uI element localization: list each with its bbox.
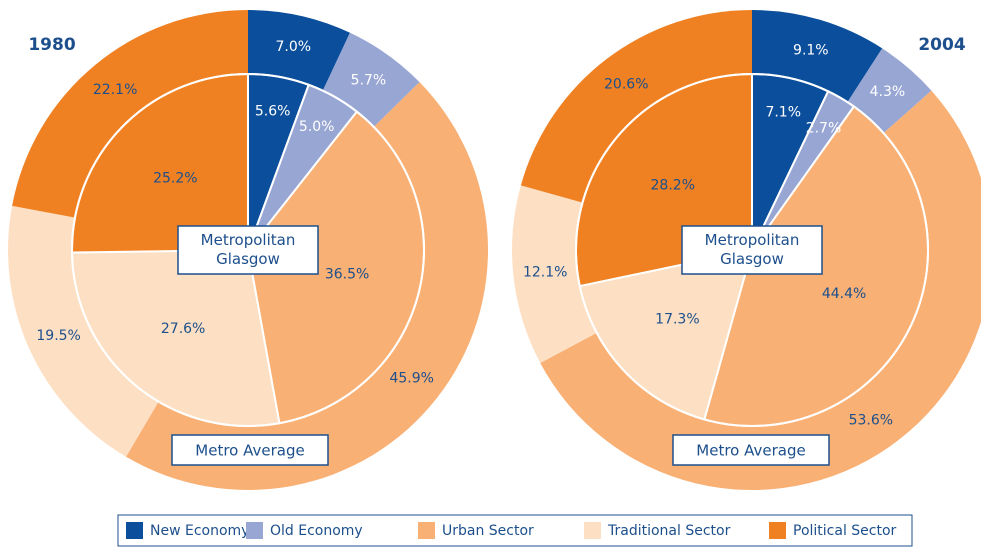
legend-swatch: [126, 522, 143, 539]
series-label-box: [681, 225, 823, 275]
value-label: 27.6%: [161, 321, 205, 337]
value-label: 25.2%: [153, 170, 197, 186]
series-label-box: [171, 434, 329, 466]
value-label: 36.5%: [325, 267, 369, 283]
value-label: 17.3%: [655, 312, 699, 328]
ring-divider: [575, 73, 929, 427]
series-label: Metropolitan Glasgow: [201, 231, 296, 268]
legend-swatch: [418, 522, 435, 539]
legend-swatch: [584, 522, 601, 539]
ring-divider: [71, 73, 425, 427]
series-label: Metro Average: [696, 442, 805, 460]
value-label: 4.3%: [870, 84, 906, 100]
legend-swatch: [769, 522, 786, 539]
series-label: Metropolitan Glasgow: [705, 231, 800, 268]
value-label: 7.1%: [765, 105, 801, 121]
legend-label: New Economy: [150, 523, 249, 539]
value-label: 2.7%: [806, 121, 842, 137]
value-label: 5.7%: [351, 72, 387, 88]
series-label: Metro Average: [195, 442, 304, 460]
value-label: 22.1%: [93, 82, 137, 98]
legend-label: Traditional Sector: [607, 523, 731, 539]
legend-label: Old Economy: [270, 523, 363, 539]
value-label: 9.1%: [793, 42, 829, 58]
chart-title: 2004: [918, 35, 965, 55]
legend-label: Urban Sector: [442, 523, 534, 539]
value-label: 5.0%: [299, 119, 335, 135]
legend-swatch: [246, 522, 263, 539]
value-label: 28.2%: [651, 178, 695, 194]
value-label: 5.6%: [255, 103, 291, 119]
legend-label: Political Sector: [793, 523, 897, 539]
value-label: 20.6%: [604, 76, 648, 92]
value-label: 19.5%: [36, 328, 80, 344]
chart-title: 1980: [28, 35, 75, 55]
value-label: 45.9%: [389, 370, 433, 386]
series-label-box: [177, 225, 319, 275]
value-label: 7.0%: [275, 39, 311, 55]
value-label: 53.6%: [849, 413, 893, 429]
value-label: 44.4%: [822, 286, 866, 302]
value-label: 12.1%: [523, 265, 567, 281]
series-label-box: [672, 434, 830, 466]
